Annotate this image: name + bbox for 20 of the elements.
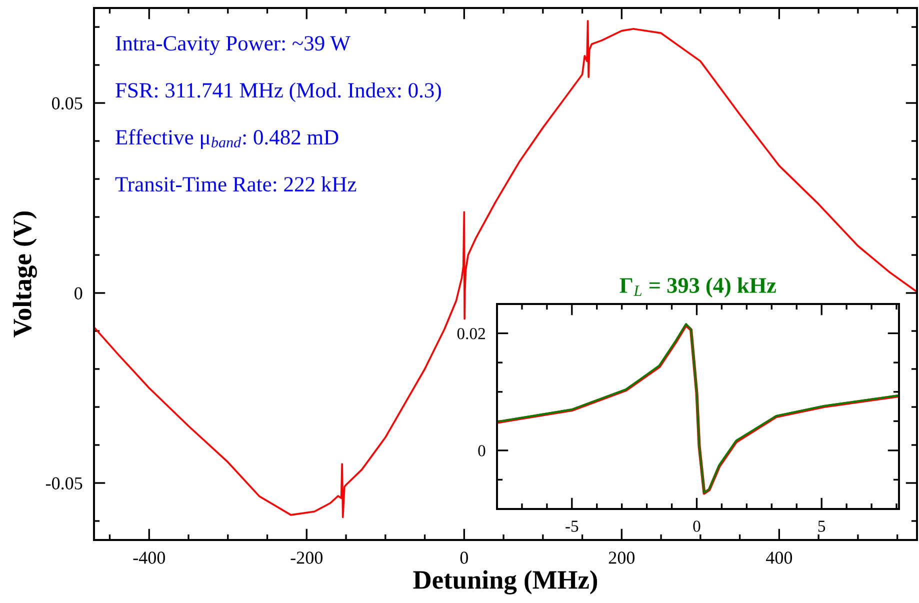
x-tick-label: -400 — [133, 552, 165, 564]
y-axis-title: Voltage (V) — [12, 212, 37, 338]
y-tick-label: 0.05 — [52, 97, 82, 110]
y-tick-label: -0.05 — [46, 477, 82, 490]
y-tick-label: 0 — [74, 287, 82, 300]
annotation: FSR: 311.741 MHz (Mod. Index: 0.3) — [116, 82, 441, 102]
x-axis-title: Detuning (MHz) — [413, 570, 598, 594]
x-tick-label: 0 — [460, 552, 468, 564]
chart-title: Γ$_{L}$ = 393 (4) kHz — [620, 277, 776, 298]
x-tick-label: 5 — [818, 520, 826, 532]
line-series — [94, 20, 917, 518]
annotation: Effective μ$_{band}$: 0.482 mD — [116, 129, 338, 149]
x-tick-label: -200 — [290, 552, 322, 564]
annotation: Transit-Time Rate: 222 kHz — [115, 176, 356, 192]
x-tick-label: 400 — [766, 552, 792, 564]
x-tick-label: 0 — [693, 520, 700, 532]
x-tick-label: 200 — [608, 552, 635, 564]
annotation: Intra-Cavity Power: ~39 W — [116, 36, 350, 55]
y-tick-label: 0.02 — [457, 328, 485, 340]
x-tick-label: -5 — [566, 520, 578, 532]
